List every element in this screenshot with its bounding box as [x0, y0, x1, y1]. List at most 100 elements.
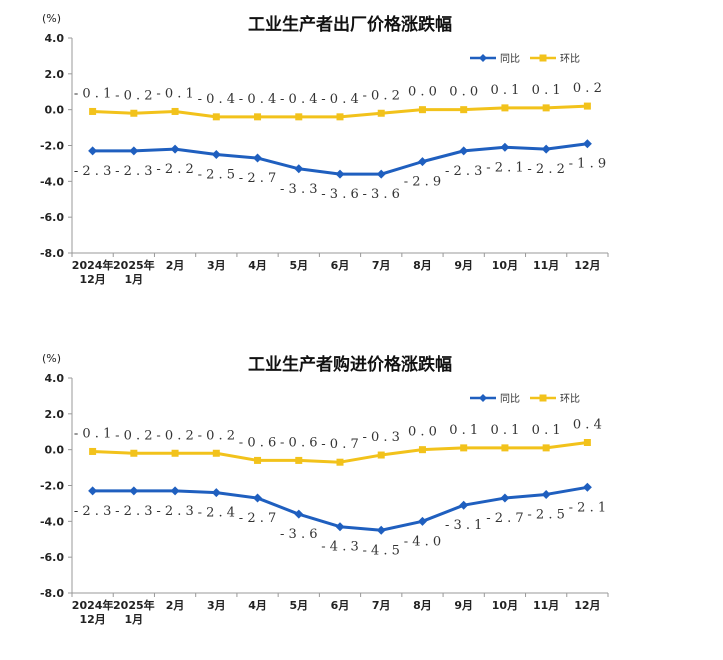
data-point-yoy	[376, 525, 386, 535]
x-tick-label: 4月	[248, 599, 267, 612]
y-tick-label: -2.0	[40, 140, 64, 153]
data-label-yoy: - 2 . 2	[527, 162, 564, 177]
x-tick-label: 7月	[372, 259, 391, 272]
data-label-yoy: - 2 . 7	[486, 511, 523, 526]
y-tick-label: -8.0	[40, 247, 64, 260]
data-point-mom	[336, 458, 344, 466]
data-point-yoy	[417, 157, 427, 167]
data-point-mom	[89, 447, 97, 455]
data-point-yoy	[459, 146, 469, 156]
data-point-yoy	[88, 486, 98, 496]
data-point-yoy	[376, 169, 386, 179]
chart-purchase-price-svg: 工业生产者购进价格涨跌幅 (%) 4.0 2.0 0.0 -2.0 -4.0 -6.0 -8.0…	[40, 352, 609, 626]
data-point-yoy	[582, 482, 592, 492]
data-label-mom: 0 . 2	[573, 81, 602, 96]
data-label-mom: - 0 . 4	[321, 92, 358, 107]
data-label-yoy: - 2 . 1	[486, 160, 523, 175]
x-tick-label: 12月	[79, 613, 105, 626]
x-tick-label: 3月	[207, 259, 226, 272]
data-point-mom	[171, 107, 179, 115]
data-label-yoy: - 2 . 3	[74, 164, 111, 179]
data-label-yoy: - 2 . 1	[569, 500, 606, 515]
data-label-yoy: - 3 . 1	[445, 518, 482, 533]
data-label-mom: 0 . 1	[532, 423, 561, 438]
data-point-yoy	[88, 146, 98, 156]
data-label-yoy: - 4 . 0	[404, 534, 441, 549]
data-label-yoy: - 2 . 3	[156, 504, 193, 519]
data-label-mom: 0 . 4	[573, 418, 602, 433]
data-label-yoy: - 2 . 9	[404, 175, 441, 190]
data-point-mom	[336, 113, 344, 121]
legend-marker-mom	[539, 54, 547, 62]
y-tick-label: 0.0	[45, 444, 65, 457]
legend-marker-yoy	[479, 54, 487, 62]
data-label-yoy: - 2 . 5	[527, 507, 564, 522]
data-point-mom	[460, 106, 468, 114]
data-point-yoy	[129, 146, 139, 156]
data-point-mom	[377, 451, 385, 459]
data-point-mom	[418, 106, 426, 114]
data-label-yoy: - 2 . 3	[445, 164, 482, 179]
x-tick-label: 4月	[248, 259, 267, 272]
y-tick-label: -8.0	[40, 587, 64, 600]
legend-label-mom: 环比	[560, 53, 580, 65]
x-tick-label: 2024年	[72, 598, 114, 612]
data-label-yoy: - 3 . 6	[280, 527, 317, 542]
x-tick-label: 1月	[125, 273, 144, 286]
x-tick-label: 5月	[289, 599, 308, 612]
data-point-mom	[212, 113, 220, 121]
legend-label-yoy: 同比	[500, 53, 520, 65]
data-point-yoy	[211, 488, 221, 498]
data-point-yoy	[335, 522, 345, 532]
data-point-yoy	[294, 509, 304, 519]
x-tick-label: 7月	[372, 599, 391, 612]
data-label-mom: - 0 . 1	[156, 86, 193, 101]
x-tick-label: 2025年	[113, 258, 155, 272]
x-tick-label: 6月	[331, 599, 350, 612]
data-label-mom: - 0 . 4	[280, 92, 317, 107]
x-tick-label: 2024年	[72, 258, 114, 272]
data-point-yoy	[541, 489, 551, 499]
data-label-yoy: - 2 . 2	[156, 162, 193, 177]
legend-label-yoy: 同比	[500, 393, 520, 405]
x-tick-label: 10月	[492, 599, 518, 612]
data-label-mom: - 0 . 2	[362, 88, 399, 103]
chart-ex-factory-price: 工业生产者出厂价格涨跌幅 (%) 4.0 2.0 0.0 -2.0 -4.0 -6.0 -8.0…	[0, 0, 723, 320]
data-label-mom: - 0 . 6	[239, 435, 276, 450]
chart-title: 工业生产者出厂价格涨跌幅	[248, 14, 452, 35]
data-point-yoy	[253, 153, 263, 163]
data-label-yoy: - 2 . 3	[115, 164, 152, 179]
chart-ex-factory-price-svg: 工业生产者出厂价格涨跌幅 (%) 4.0 2.0 0.0 -2.0 -4.0 -6.0 -8.0…	[40, 12, 609, 286]
data-point-yoy	[294, 164, 304, 174]
data-point-mom	[212, 449, 220, 457]
x-tick-label: 2025年	[113, 598, 155, 612]
data-point-yoy	[335, 169, 345, 179]
y-unit-label: (%)	[42, 12, 61, 25]
data-label-mom: - 0 . 2	[115, 428, 152, 443]
data-label-yoy: - 3 . 6	[321, 187, 358, 202]
x-tick-label: 12月	[574, 599, 600, 612]
data-point-mom	[460, 444, 468, 452]
data-label-mom: - 0 . 1	[74, 426, 111, 441]
data-point-yoy	[170, 144, 180, 154]
data-label-mom: - 0 . 1	[74, 86, 111, 101]
data-point-mom	[501, 444, 509, 452]
data-point-mom	[295, 456, 303, 464]
data-label-mom: - 0 . 6	[280, 435, 317, 450]
data-label-mom: - 0 . 2	[115, 88, 152, 103]
data-label-mom: 0 . 1	[532, 83, 561, 98]
x-tick-label: 3月	[207, 599, 226, 612]
x-tick-label: 11月	[533, 259, 559, 272]
data-point-mom	[501, 104, 509, 112]
y-tick-label: 2.0	[45, 68, 65, 81]
data-label-yoy: - 2 . 3	[115, 504, 152, 519]
y-tick-label: -6.0	[40, 211, 64, 224]
data-label-mom: 0 . 0	[408, 425, 437, 440]
chart-purchase-price: 工业生产者购进价格涨跌幅 (%) 4.0 2.0 0.0 -2.0 -4.0 -6.0 -8.0…	[0, 340, 723, 660]
data-label-yoy: - 2 . 3	[74, 504, 111, 519]
x-tick-label: 2月	[166, 599, 185, 612]
data-label-mom: - 0 . 7	[321, 437, 358, 452]
data-point-yoy	[582, 139, 592, 149]
data-label-mom: 0 . 1	[490, 423, 519, 438]
data-point-yoy	[500, 142, 510, 152]
